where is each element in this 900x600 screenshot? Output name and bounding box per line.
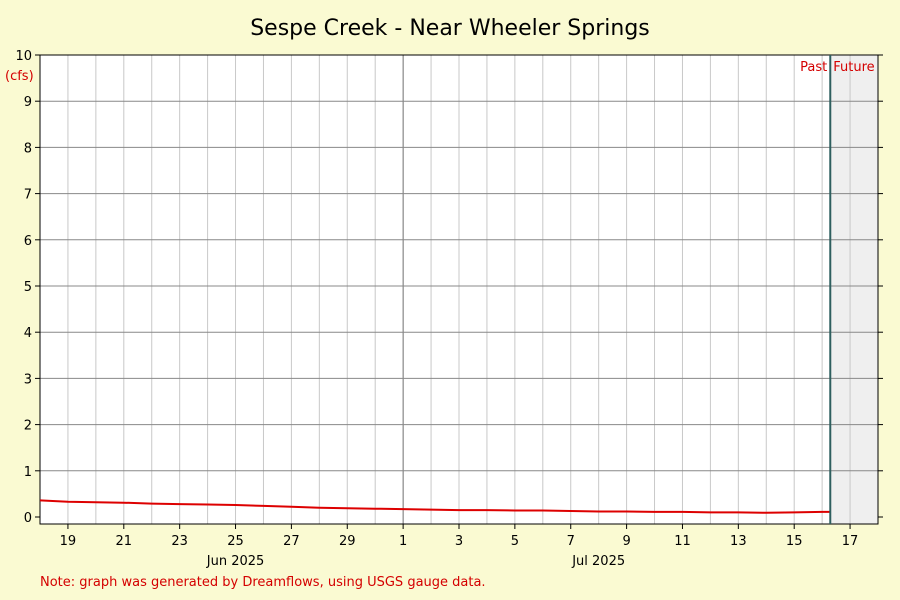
y-tick-label: 0 [24,511,32,526]
x-tick-label: 13 [730,534,747,549]
x-tick-label: 1 [399,534,407,549]
future-zone [830,55,878,524]
plot-frame [39,54,879,525]
y-tick-label: 4 [24,326,32,341]
y-tick-label: 6 [24,234,32,249]
x-tick-label: 7 [567,534,575,549]
y-tick-label: 3 [24,372,32,387]
x-tick-label: 29 [339,534,356,549]
y-tick-label: 10 [15,49,32,64]
x-tick-label: 19 [60,534,77,549]
x-tick-label: 11 [674,534,691,549]
future-label: Future [833,60,874,75]
x-tick-label: 23 [171,534,188,549]
y-tick-label: 1 [24,465,32,480]
past-label: Past [800,60,827,75]
month-label: Jun 2025 [206,554,265,569]
flow-series-line [39,499,831,514]
x-tick-label: 5 [511,534,519,549]
x-tick-label: 17 [842,534,859,549]
month-label: Jul 2025 [571,554,625,569]
x-tick-label: 27 [283,534,300,549]
y-tick-label: 5 [24,280,32,295]
y-tick-label: 8 [24,141,32,156]
y-tick-label: 7 [24,188,32,203]
x-tick-label: 21 [116,534,133,549]
x-tick-label: 3 [455,534,463,549]
x-tick-label: 9 [622,534,630,549]
y-unit-label: (cfs) [5,69,34,84]
x-tick-label: 25 [227,534,244,549]
y-tick-label: 2 [24,419,32,434]
x-tick-label: 15 [786,534,803,549]
chart-title: Sespe Creek - Near Wheeler Springs [250,16,650,41]
y-tick-label: 9 [24,95,32,110]
footnote: Note: graph was generated by Dreamflows,… [40,575,486,590]
